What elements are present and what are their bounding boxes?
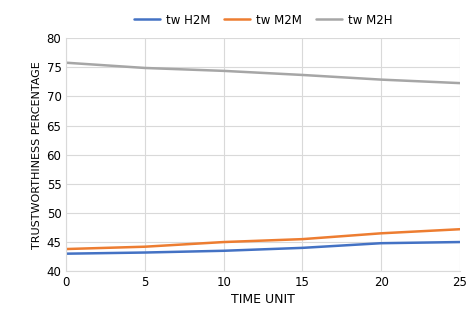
X-axis label: TIME UNIT: TIME UNIT <box>231 293 295 306</box>
tw H2M <box>300 246 305 250</box>
tw M2H <box>300 73 305 77</box>
tw H2M <box>378 241 384 245</box>
Line: tw M2M: tw M2M <box>66 229 460 249</box>
tw M2M <box>457 227 463 231</box>
Y-axis label: TRUSTWORTHINESS PERCENTAGE: TRUSTWORTHINESS PERCENTAGE <box>32 61 43 249</box>
tw M2M <box>64 247 69 251</box>
tw M2H <box>378 78 384 82</box>
tw H2M <box>64 252 69 256</box>
tw M2H <box>142 66 148 70</box>
Line: tw H2M: tw H2M <box>66 242 460 254</box>
tw H2M <box>221 249 227 253</box>
tw M2M <box>142 245 148 249</box>
tw M2M <box>378 231 384 235</box>
Legend: tw H2M, tw M2M, tw M2H: tw H2M, tw M2M, tw M2H <box>130 10 396 30</box>
tw M2H <box>221 69 227 73</box>
tw M2M <box>221 240 227 244</box>
tw M2H <box>64 61 69 65</box>
tw H2M <box>142 251 148 255</box>
Line: tw M2H: tw M2H <box>66 63 460 83</box>
tw M2H <box>457 81 463 85</box>
tw M2M <box>300 237 305 241</box>
tw H2M <box>457 240 463 244</box>
